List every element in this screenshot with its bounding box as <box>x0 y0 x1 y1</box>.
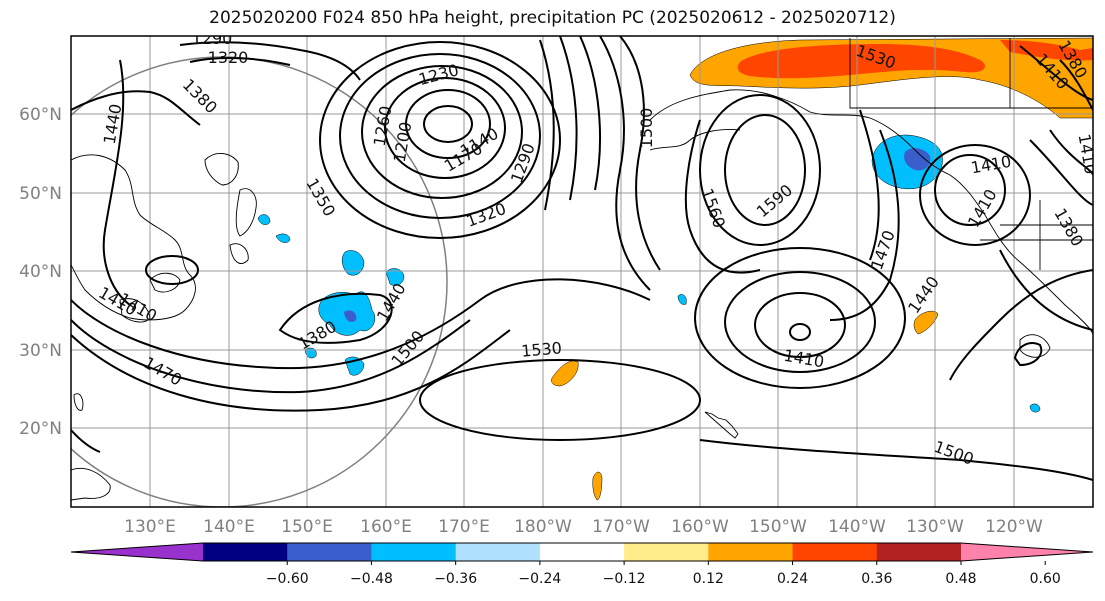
colorbar-tick-label: −0.36 <box>434 571 477 587</box>
graticule <box>71 36 1093 507</box>
lon-label: 160°E <box>360 517 412 537</box>
lat-label: 20°N <box>19 419 62 439</box>
lat-label: 40°N <box>19 262 62 282</box>
longitude-labels: 130°E 140°E 150°E 160°E 170°E 180°W 170°… <box>124 517 1043 537</box>
colorbar-bin <box>624 543 709 561</box>
reference-circle <box>71 56 448 507</box>
colorbar-bin <box>792 543 878 561</box>
map-title: 2025020200 F024 850 hPa height, precipit… <box>209 8 896 28</box>
colorbar-tick-label: 0.60 <box>1030 571 1061 587</box>
lon-label: 150°E <box>281 517 333 537</box>
map-frame <box>70 35 1094 508</box>
contour-label: 1290 <box>192 29 233 48</box>
lon-label: 120°W <box>985 517 1043 537</box>
colorbar-tick-label: 0.36 <box>861 571 892 587</box>
colorbar-bin <box>539 543 625 561</box>
colorbar-bin <box>287 543 372 561</box>
contour-label: 1500 <box>637 108 656 149</box>
lat-label: 60°N <box>19 105 62 125</box>
colorbar-bin <box>455 543 541 561</box>
map-area: 1290 1320 1380 1440 1230 1260 1200 1170 … <box>71 29 1093 507</box>
colorbar-bin <box>708 543 794 561</box>
coastlines <box>71 38 1093 501</box>
colorbar-tick-label: 0.24 <box>777 571 808 587</box>
colorbar-tick-label: −0.24 <box>518 571 561 587</box>
colorbar: −0.60 −0.48 −0.36 −0.24 −0.12 0.12 0.24 0.36 0.4… <box>70 542 1094 587</box>
lat-label: 50°N <box>19 184 62 204</box>
contour-label: 1320 <box>208 48 249 67</box>
colorbar-extend-max <box>961 543 1093 561</box>
colorbar-bin <box>371 543 457 561</box>
colorbar-bin <box>203 543 288 561</box>
lon-label: 140°E <box>203 517 255 537</box>
colorbar-extend-min <box>71 543 203 561</box>
lat-label: 30°N <box>19 341 62 361</box>
colorbar-tick-label: −0.60 <box>266 571 309 587</box>
precip-shading <box>257 37 1093 501</box>
lon-label: 150°W <box>749 517 807 537</box>
latitude-labels: 60°N 50°N 40°N 30°N 20°N <box>19 105 62 439</box>
lon-label: 180°W <box>514 517 572 537</box>
colorbar-outline <box>70 542 1094 562</box>
lon-label: 130°E <box>124 517 176 537</box>
lon-label: 170°W <box>592 517 650 537</box>
lon-label: 160°W <box>671 517 729 537</box>
lon-label: 130°W <box>906 517 964 537</box>
colorbar-tick-label: −0.48 <box>350 571 393 587</box>
colorbar-tick-label: 0.48 <box>945 571 976 587</box>
lon-label: 170°E <box>438 517 490 537</box>
contour-label: 1530 <box>520 338 562 360</box>
colorbar-bin <box>876 543 962 561</box>
colorbar-tick-label: 0.12 <box>693 571 724 587</box>
colorbar-tick-label: −0.12 <box>603 571 646 587</box>
lon-label: 140°W <box>828 517 886 537</box>
